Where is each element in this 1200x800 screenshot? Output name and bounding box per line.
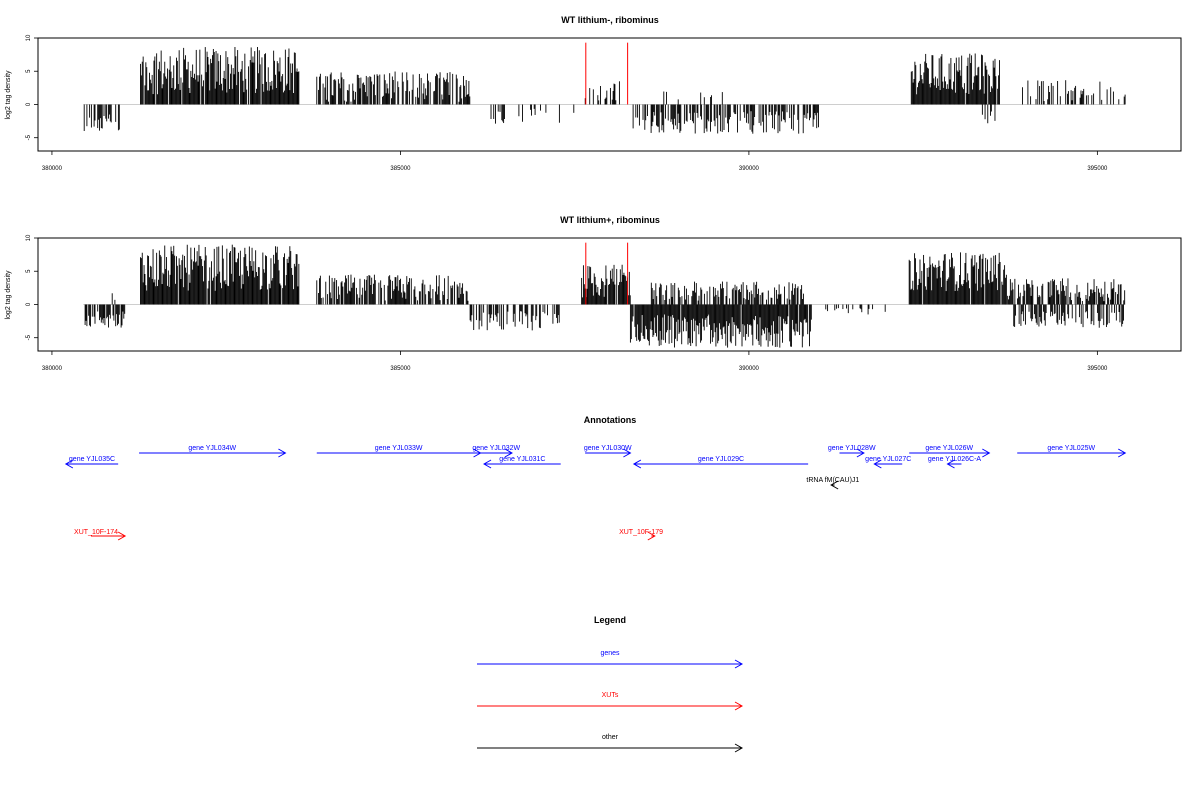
gene-arrow: gene YJL031C	[483, 456, 561, 469]
coverage-segment	[316, 71, 471, 105]
gene-label: gene YJL031C	[499, 456, 545, 463]
panel-title: WT lithium-, ribominus	[561, 15, 659, 25]
coverage-segment	[650, 281, 804, 305]
x-tick-label: 395000	[1087, 166, 1108, 172]
gene-arrow: gene YJL032W	[472, 445, 521, 458]
y-tick-label: 0	[26, 102, 32, 106]
x-tick-label: 385000	[390, 366, 411, 372]
other-feature-label: tRNA fM(CAU)J1	[806, 477, 859, 484]
gene-label: gene YJL028W	[828, 445, 876, 452]
gene-label: gene YJL033W	[375, 445, 423, 452]
coverage-bars	[83, 244, 1126, 348]
coverage-segment	[83, 104, 120, 131]
gene-arrow: gene YJL030W	[584, 445, 632, 458]
gene-label: gene YJL026W	[925, 445, 973, 452]
gene-arrow: gene YJL027C	[865, 456, 911, 469]
coverage-panel-lithium-minus: WT lithium-, ribominus log2 tag density …	[5, 15, 1182, 172]
coverage-segment	[316, 274, 469, 305]
coverage-segment	[910, 53, 1000, 105]
xut-arrow: XUT_10F-174	[74, 529, 127, 541]
y-tick-label: -5	[26, 334, 32, 340]
legend-title: Legend	[594, 615, 626, 625]
legend-item-label: XUTs	[602, 692, 619, 699]
other-feature-arrow: tRNA fM(CAU)J1	[806, 477, 859, 490]
legend-item-genes: genes	[477, 650, 744, 669]
gene-arrow: gene YJL026C-A	[928, 456, 982, 469]
plot-frame	[37, 37, 1182, 152]
legend-items: genes XUTs other	[477, 650, 744, 753]
coverage-segment	[1022, 80, 1126, 105]
y-tick-label: -5	[26, 134, 32, 140]
legend-item-XUTs: XUTs	[477, 692, 744, 711]
legend-item-label: genes	[600, 650, 620, 657]
legend-item-label: other	[602, 734, 619, 741]
legend-item-other: other	[477, 734, 744, 753]
x-tick-label: 390000	[739, 166, 760, 172]
gene-label: gene YJL030W	[584, 445, 632, 452]
axes: 380000 385000 390000 395000 -5 0 5 10	[26, 234, 1108, 372]
gene-arrow: gene YJL033W	[316, 445, 482, 458]
coverage-segment	[469, 304, 560, 331]
y-axis-label: log2 tag density	[5, 270, 12, 320]
gene-arrow: gene YJL035C	[64, 456, 119, 469]
xut-arrow: XUT_10F-179	[619, 529, 663, 541]
panel-title: WT lithium+, ribominus	[560, 215, 660, 225]
coverage-segment	[518, 104, 575, 123]
y-tick-label: 10	[26, 34, 32, 41]
peak-markers	[585, 42, 629, 105]
coverage-segment	[581, 264, 631, 305]
gene-arrow: gene YJL026W	[909, 445, 991, 458]
y-tick-label: 5	[26, 69, 32, 73]
y-tick-label: 0	[26, 302, 32, 306]
y-axis-label: log2 tag density	[5, 70, 12, 120]
gene-arrow: gene YJL025W	[1017, 445, 1127, 458]
coverage-segment	[140, 244, 300, 305]
coverage-segment	[584, 81, 620, 105]
y-tick-label: 10	[26, 234, 32, 241]
coverage-segment	[981, 104, 996, 124]
x-tick-label: 380000	[42, 166, 63, 172]
gene-label: gene YJL026C-A	[928, 456, 982, 463]
coverage-segment	[632, 104, 819, 134]
coverage-bars	[83, 46, 1126, 134]
coverage-segment	[1007, 278, 1126, 305]
gene-label: gene YJL035C	[69, 456, 115, 463]
gene-label: gene YJL027C	[865, 456, 911, 463]
coverage-segment	[825, 304, 886, 315]
xut-label: XUT_10F-179	[619, 529, 663, 536]
coverage-segment	[490, 104, 505, 124]
gene-arrow: gene YJL028W	[828, 445, 876, 458]
x-tick-label: 385000	[390, 166, 411, 172]
x-tick-label: 395000	[1087, 366, 1108, 372]
y-tick-label: 5	[26, 269, 32, 273]
peak-markers	[585, 242, 629, 305]
coverage-segment	[908, 252, 1007, 305]
coverage-panel-lithium-plus: WT lithium+, ribominus log2 tag density …	[5, 215, 1182, 372]
gene-label: gene YJL025W	[1047, 445, 1095, 452]
coverage-segment	[111, 293, 116, 305]
coverage-segment	[629, 304, 812, 348]
x-tick-label: 380000	[42, 366, 63, 372]
gene-arrow: gene YJL029C	[632, 456, 809, 469]
gene-arrow: gene YJL034W	[139, 445, 287, 458]
annotations-title: Annotations	[584, 415, 637, 425]
coverage-segment	[1013, 304, 1124, 328]
annotation-features: gene YJL035C gene YJL034W gene YJL033W gene…	[64, 445, 1127, 541]
gene-label: gene YJL034W	[188, 445, 236, 452]
coverage-segment	[140, 46, 300, 105]
plot-frame	[37, 237, 1182, 352]
x-tick-label: 390000	[739, 366, 760, 372]
xut-label: XUT_10F-174	[74, 529, 118, 536]
gene-label: gene YJL029C	[698, 456, 744, 463]
coverage-segment	[84, 304, 126, 328]
gene-label: gene YJL032W	[472, 445, 520, 452]
legend: Legend genes XUTs other	[477, 615, 744, 753]
coverage-segment	[663, 91, 723, 105]
axes: 380000 385000 390000 395000 -5 0 5 10	[26, 34, 1108, 172]
